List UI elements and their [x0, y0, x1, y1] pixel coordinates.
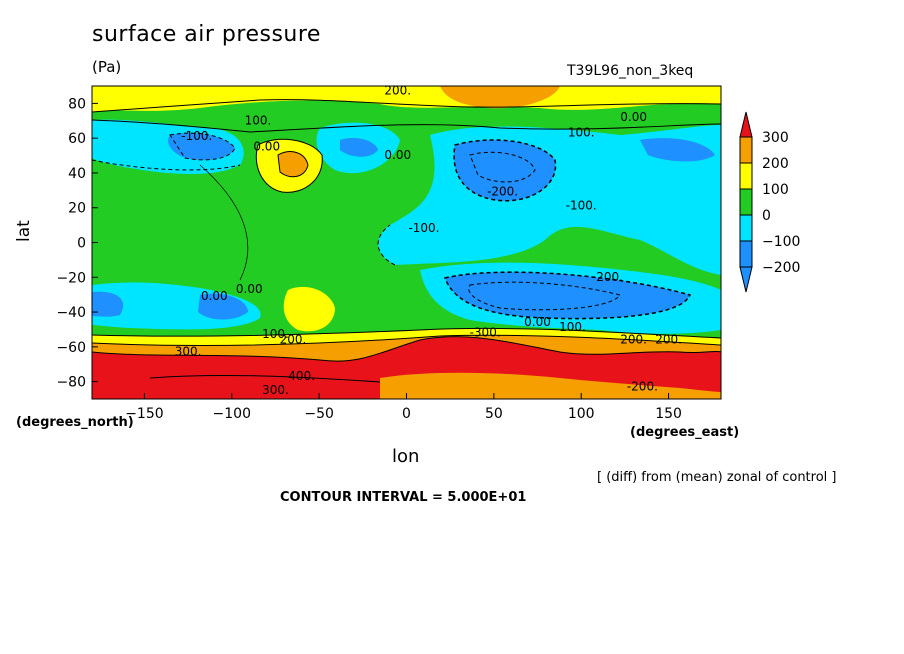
contour-label: -200. [627, 379, 658, 393]
contour-label: 0.00 [384, 148, 411, 162]
colorbar-segment [739, 240, 753, 268]
colorbar-top-arrow [739, 111, 753, 138]
fill-asia-low [454, 140, 556, 201]
colorbar-bottom-arrow [739, 266, 753, 293]
colorbar-label: 300 [762, 130, 789, 146]
contour-label: 100. [568, 125, 595, 139]
contour-label: 100. [559, 320, 586, 334]
fill-s-atlantic-high [283, 286, 335, 332]
x-tick-label: 0 [402, 406, 411, 422]
contour-label: 300. [262, 383, 289, 397]
contour-label: 0.00 [236, 282, 263, 296]
fill-n-pacific-east-low [640, 138, 715, 162]
contour-interval: CONTOUR INTERVAL = 5.000E+01 [280, 490, 527, 505]
fill-s-orange-lower [380, 372, 721, 399]
fill-n-pacific-low [168, 133, 235, 160]
fill-north-orange [440, 86, 560, 109]
contour-label: 0.00 [253, 139, 280, 153]
x-tick-label: −100 [213, 406, 251, 422]
contour-label: 200. [655, 332, 682, 346]
x-tick-label: 100 [568, 406, 595, 422]
diff-note: [ (diff) from (mean) zonal of control ] [597, 470, 837, 485]
contour-lines [92, 99, 721, 383]
contour-label-layer: 200.100.-100.0.000.000.00100.-200.-100.-… [175, 84, 682, 397]
fill-n-atlantic-low [340, 138, 378, 157]
contour-label: 0.00 [201, 289, 228, 303]
filled-contours [92, 86, 721, 399]
y-tick-label: 60 [68, 131, 86, 147]
fill-n-atlantic-high-core [278, 151, 308, 177]
y-tick-label: −60 [56, 340, 86, 356]
contour-label: 0.00 [524, 315, 551, 329]
chart-title: surface air pressure [92, 22, 321, 47]
fill-indian-low [445, 272, 690, 319]
y-tick-label: −80 [56, 375, 86, 391]
contour-label: -100. [566, 198, 597, 212]
y-tick-label: 80 [68, 96, 86, 112]
x-tick-label: 150 [655, 406, 682, 422]
contour-label: -100. [408, 221, 439, 235]
contour-label: 200. [384, 84, 411, 98]
contour-label: -200. [487, 185, 518, 199]
y-axis-units: (degrees_north) [16, 415, 134, 430]
y-tick-label: 40 [68, 166, 86, 182]
contour-label: -100. [181, 129, 212, 143]
contour-label: -200. [592, 270, 623, 284]
colorbar-label: 100 [762, 182, 789, 198]
x-tick-label: 50 [485, 406, 503, 422]
colorbar-segment [739, 136, 753, 164]
contour-label: 200. [280, 332, 307, 346]
fill-s-pacific-low-west [92, 291, 124, 317]
x-tick-label: −50 [304, 406, 334, 422]
fill-s-pacific-low-east [198, 293, 248, 320]
colorbar-label: −200 [762, 260, 800, 276]
y-tick-label: −40 [56, 305, 86, 321]
run-label: T39L96_non_3keq [567, 63, 694, 79]
contour-label: 300. [175, 345, 202, 359]
colorbar-segment [739, 214, 753, 242]
y-tick-label: 0 [77, 236, 86, 252]
contour-label: 200. [620, 332, 647, 346]
y-tick-label: −20 [56, 270, 86, 286]
colorbar: 300 200 100 0 −100 −200 [739, 111, 800, 293]
chart-units: (Pa) [92, 58, 122, 76]
tick-layer: −150 −100 −50 0 50 100 150 80 60 40 20 0 −20 −40 −60 −8… [56, 96, 681, 422]
contour-label: 100. [245, 113, 272, 127]
x-axis-label: lon [392, 446, 420, 467]
colorbar-segment [739, 188, 753, 216]
colorbar-label: 200 [762, 156, 789, 172]
y-tick-label: 20 [68, 201, 86, 217]
contour-label: 0.00 [620, 110, 647, 124]
x-tick-label: −150 [125, 406, 163, 422]
fill-n-pacific-cyan [92, 119, 244, 174]
contour-label: 400. [288, 369, 315, 383]
x-axis-units: (degrees_east) [630, 425, 740, 440]
colorbar-label: −100 [762, 234, 800, 250]
colorbar-label: 0 [762, 208, 771, 224]
contour-label: -300. [470, 325, 501, 339]
contour-label: 100. [262, 327, 289, 341]
colorbar-segment [739, 162, 753, 190]
